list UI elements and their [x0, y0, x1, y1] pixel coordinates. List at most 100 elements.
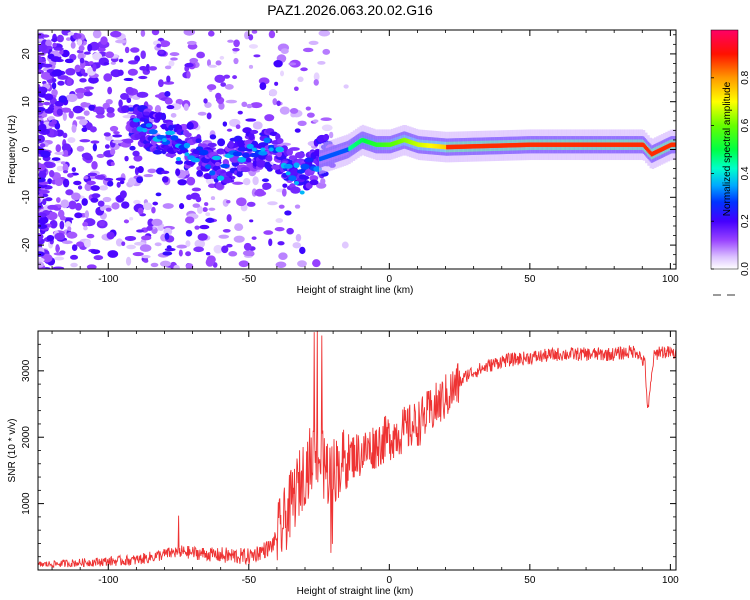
band-core-top: [575, 142, 578, 147]
band-core-top: [366, 139, 369, 144]
noise-blob: [136, 91, 149, 98]
noise-blob: [67, 31, 75, 36]
noise-blob-strong: [76, 241, 84, 247]
band-core-top: [396, 140, 399, 145]
band-core-top: [466, 144, 469, 149]
noise-blob: [151, 218, 163, 227]
colorbar-gradient: [711, 30, 738, 269]
band-core-top: [334, 151, 337, 156]
ridge-scatter: [309, 179, 319, 186]
ridge-bright: [299, 190, 305, 195]
band-core-top: [431, 143, 434, 149]
band-core-top: [461, 144, 464, 149]
noise-blob: [329, 131, 334, 139]
noise-blob: [321, 124, 333, 132]
band-core-top: [583, 142, 586, 147]
noise-blob: [313, 72, 320, 81]
band-core-top: [611, 142, 614, 147]
band-core-top: [407, 139, 410, 144]
noise-blob-strong: [39, 143, 46, 148]
band-core-top: [524, 142, 527, 148]
band-core-top: [449, 144, 452, 150]
band-core-top: [593, 142, 596, 147]
noise-blob-strong: [277, 241, 285, 246]
noise-blob-strong: [177, 179, 187, 186]
noise-blob: [305, 106, 311, 111]
ridge-scatter: [153, 149, 163, 155]
noise-blob: [264, 114, 275, 122]
noise-blob: [105, 51, 115, 59]
ridge-scatter: [139, 131, 147, 137]
noise-blob-strong: [88, 104, 96, 111]
noise-blob: [143, 259, 149, 263]
noise-blob: [183, 103, 189, 111]
noise-blob: [127, 68, 138, 76]
colorbar-tick-label: 0.8: [740, 70, 750, 84]
noise-blob: [70, 262, 78, 268]
band-core-top: [538, 142, 541, 147]
band-core-top: [627, 142, 630, 147]
band-core-top: [588, 142, 591, 147]
ridge-bright: [268, 147, 274, 152]
noise-blob-strong: [87, 172, 98, 177]
noise-blob: [170, 112, 177, 118]
band-core-top: [402, 138, 405, 143]
x-tick-label: 50: [524, 575, 536, 586]
noise-blob: [205, 258, 215, 267]
noise-blob: [96, 153, 105, 159]
band-core-top: [633, 142, 636, 147]
noise-blob-strong: [38, 203, 43, 209]
ridge-core: [183, 142, 191, 149]
band-core-top: [364, 138, 367, 144]
noise-blob-strong: [49, 103, 55, 109]
noise-blob-strong: [51, 78, 57, 83]
noise-blob-strong: [261, 178, 270, 182]
band-core-top: [351, 144, 354, 149]
band-core-top: [641, 142, 644, 147]
noise-blob: [164, 65, 172, 70]
noise-blob: [251, 30, 258, 34]
noise-blob: [178, 249, 183, 257]
ridge-core: [237, 156, 247, 163]
noise-blob: [140, 50, 146, 60]
noise-blob-strong: [68, 110, 74, 119]
band-core-top: [373, 141, 376, 147]
noise-blob-strong: [243, 242, 252, 251]
band-core-top: [498, 143, 501, 148]
x-axis-label: Height of straight line (km): [297, 586, 414, 597]
band-core-top: [497, 143, 500, 148]
band-core-top: [637, 142, 640, 147]
band-core-top: [437, 144, 440, 149]
noise-blob-strong: [162, 251, 173, 256]
band-core-top: [470, 144, 473, 149]
band-core-top: [353, 142, 356, 148]
band-core-top: [638, 142, 641, 147]
noise-blob: [218, 234, 230, 239]
noise-blob-strong: [222, 121, 228, 127]
band-core-top: [455, 144, 458, 149]
noise-blob: [71, 192, 81, 201]
ridge-scatter: [271, 164, 282, 170]
band-core-top: [429, 143, 432, 148]
band-core-top: [342, 148, 345, 154]
band-core-top: [485, 143, 488, 149]
band-core-top: [340, 149, 343, 154]
noise-blob-strong: [186, 194, 193, 201]
noise-blob-strong: [294, 128, 301, 133]
noise-blob: [154, 105, 162, 114]
noise-blob-strong: [72, 105, 84, 114]
band-core-top: [432, 143, 435, 149]
band-core-top: [595, 142, 598, 147]
ridge-scatter: [286, 148, 294, 156]
band-core-top: [668, 143, 671, 148]
noise-blob-strong: [128, 165, 136, 169]
band-core-top: [531, 142, 534, 147]
noise-blob-strong: [226, 243, 233, 248]
noise-blob-strong: [259, 82, 267, 90]
noise-blob-strong: [42, 63, 53, 68]
band-core-top: [631, 142, 634, 147]
noise-blob-strong: [237, 110, 243, 115]
noise-blob: [109, 125, 119, 132]
noise-blob: [154, 242, 162, 247]
noise-blob: [68, 200, 77, 210]
